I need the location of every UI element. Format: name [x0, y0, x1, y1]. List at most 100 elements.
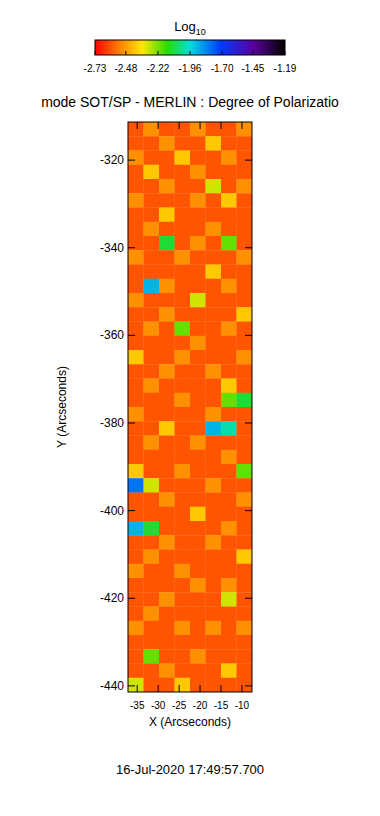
cell: [221, 521, 237, 536]
cell: [237, 493, 253, 508]
y-tick-label: -440: [100, 679, 124, 693]
cell: [206, 222, 222, 237]
cell: [144, 678, 160, 692]
cell: [159, 493, 175, 508]
cell: [221, 464, 237, 479]
cell: [128, 507, 144, 522]
cell: [144, 151, 160, 166]
cell: [190, 521, 206, 536]
y-tick: [128, 247, 135, 248]
colorbar-tick-label: -1.45: [242, 63, 265, 74]
cell: [159, 564, 175, 579]
y-tick-label: -400: [100, 504, 124, 518]
cell: [190, 578, 206, 593]
colorbar-tick-label: -1.70: [211, 63, 234, 74]
cell: [175, 421, 191, 436]
colorbar-tick: [95, 51, 96, 55]
cell: [128, 592, 144, 607]
colorbar: [95, 40, 285, 55]
cell: [206, 578, 222, 593]
cell: [144, 592, 160, 607]
cell: [206, 621, 222, 636]
cell: [175, 293, 191, 308]
cell: [237, 293, 253, 308]
cell: [221, 507, 237, 522]
colorbar-tick-label: -1.96: [179, 63, 202, 74]
colorbar-tick: [125, 51, 126, 55]
cell: [190, 635, 206, 650]
cell: [159, 678, 175, 692]
cell: [190, 222, 206, 237]
cell: [190, 379, 206, 394]
cell: [221, 250, 237, 265]
cell: [175, 578, 191, 593]
y-tick-label: -360: [100, 328, 124, 342]
cell: [159, 179, 175, 194]
cell: [159, 165, 175, 180]
x-tick-label: -10: [235, 700, 250, 711]
cell: [237, 421, 253, 436]
cell: [144, 649, 160, 664]
cell: [190, 364, 206, 379]
y-tick: [128, 510, 135, 511]
cell: [190, 493, 206, 508]
cell: [237, 635, 253, 650]
cell: [206, 550, 222, 565]
cell: [175, 521, 191, 536]
cell: [206, 279, 222, 294]
cell: [237, 122, 253, 137]
cell: [159, 436, 175, 451]
cell: [175, 193, 191, 208]
cell: [221, 649, 237, 664]
cell: [159, 307, 175, 322]
cell: [190, 307, 206, 322]
cell: [190, 664, 206, 679]
cell: [128, 493, 144, 508]
cell: [206, 322, 222, 337]
cell: [144, 179, 160, 194]
cell: [221, 592, 237, 607]
cell: [128, 350, 144, 365]
cell: [221, 664, 237, 679]
cell: [175, 393, 191, 408]
cell: [175, 250, 191, 265]
cell: [221, 535, 237, 550]
y-tick-right: [245, 247, 252, 248]
cell: [237, 279, 253, 294]
y-tick-label: -320: [100, 153, 124, 167]
cell: [175, 436, 191, 451]
cell: [190, 421, 206, 436]
cell: [159, 222, 175, 237]
cell: [175, 279, 191, 294]
title: mode SOT/SP - MERLIN : Degree of Polariz…: [41, 94, 339, 110]
cell: [128, 222, 144, 237]
colorbar-tick-label: -2.48: [114, 63, 137, 74]
cell: [175, 364, 191, 379]
x-tick: [179, 685, 180, 692]
cell: [144, 464, 160, 479]
cell: [175, 165, 191, 180]
cell: [144, 635, 160, 650]
cell: [237, 151, 253, 166]
cell: [206, 265, 222, 280]
cell: [144, 578, 160, 593]
cell: [128, 208, 144, 223]
cell: [221, 550, 237, 565]
cell: [206, 350, 222, 365]
cell: [237, 507, 253, 522]
cell: [237, 592, 253, 607]
cell: [206, 678, 222, 692]
cell: [128, 393, 144, 408]
cell: [206, 393, 222, 408]
cell: [206, 649, 222, 664]
cell: [128, 535, 144, 550]
cell: [159, 250, 175, 265]
cell: [159, 193, 175, 208]
cell: [128, 250, 144, 265]
cell: [221, 678, 237, 692]
cell: [237, 379, 253, 394]
cell: [190, 293, 206, 308]
cell: [190, 136, 206, 151]
cell: [206, 478, 222, 493]
cell: [128, 364, 144, 379]
